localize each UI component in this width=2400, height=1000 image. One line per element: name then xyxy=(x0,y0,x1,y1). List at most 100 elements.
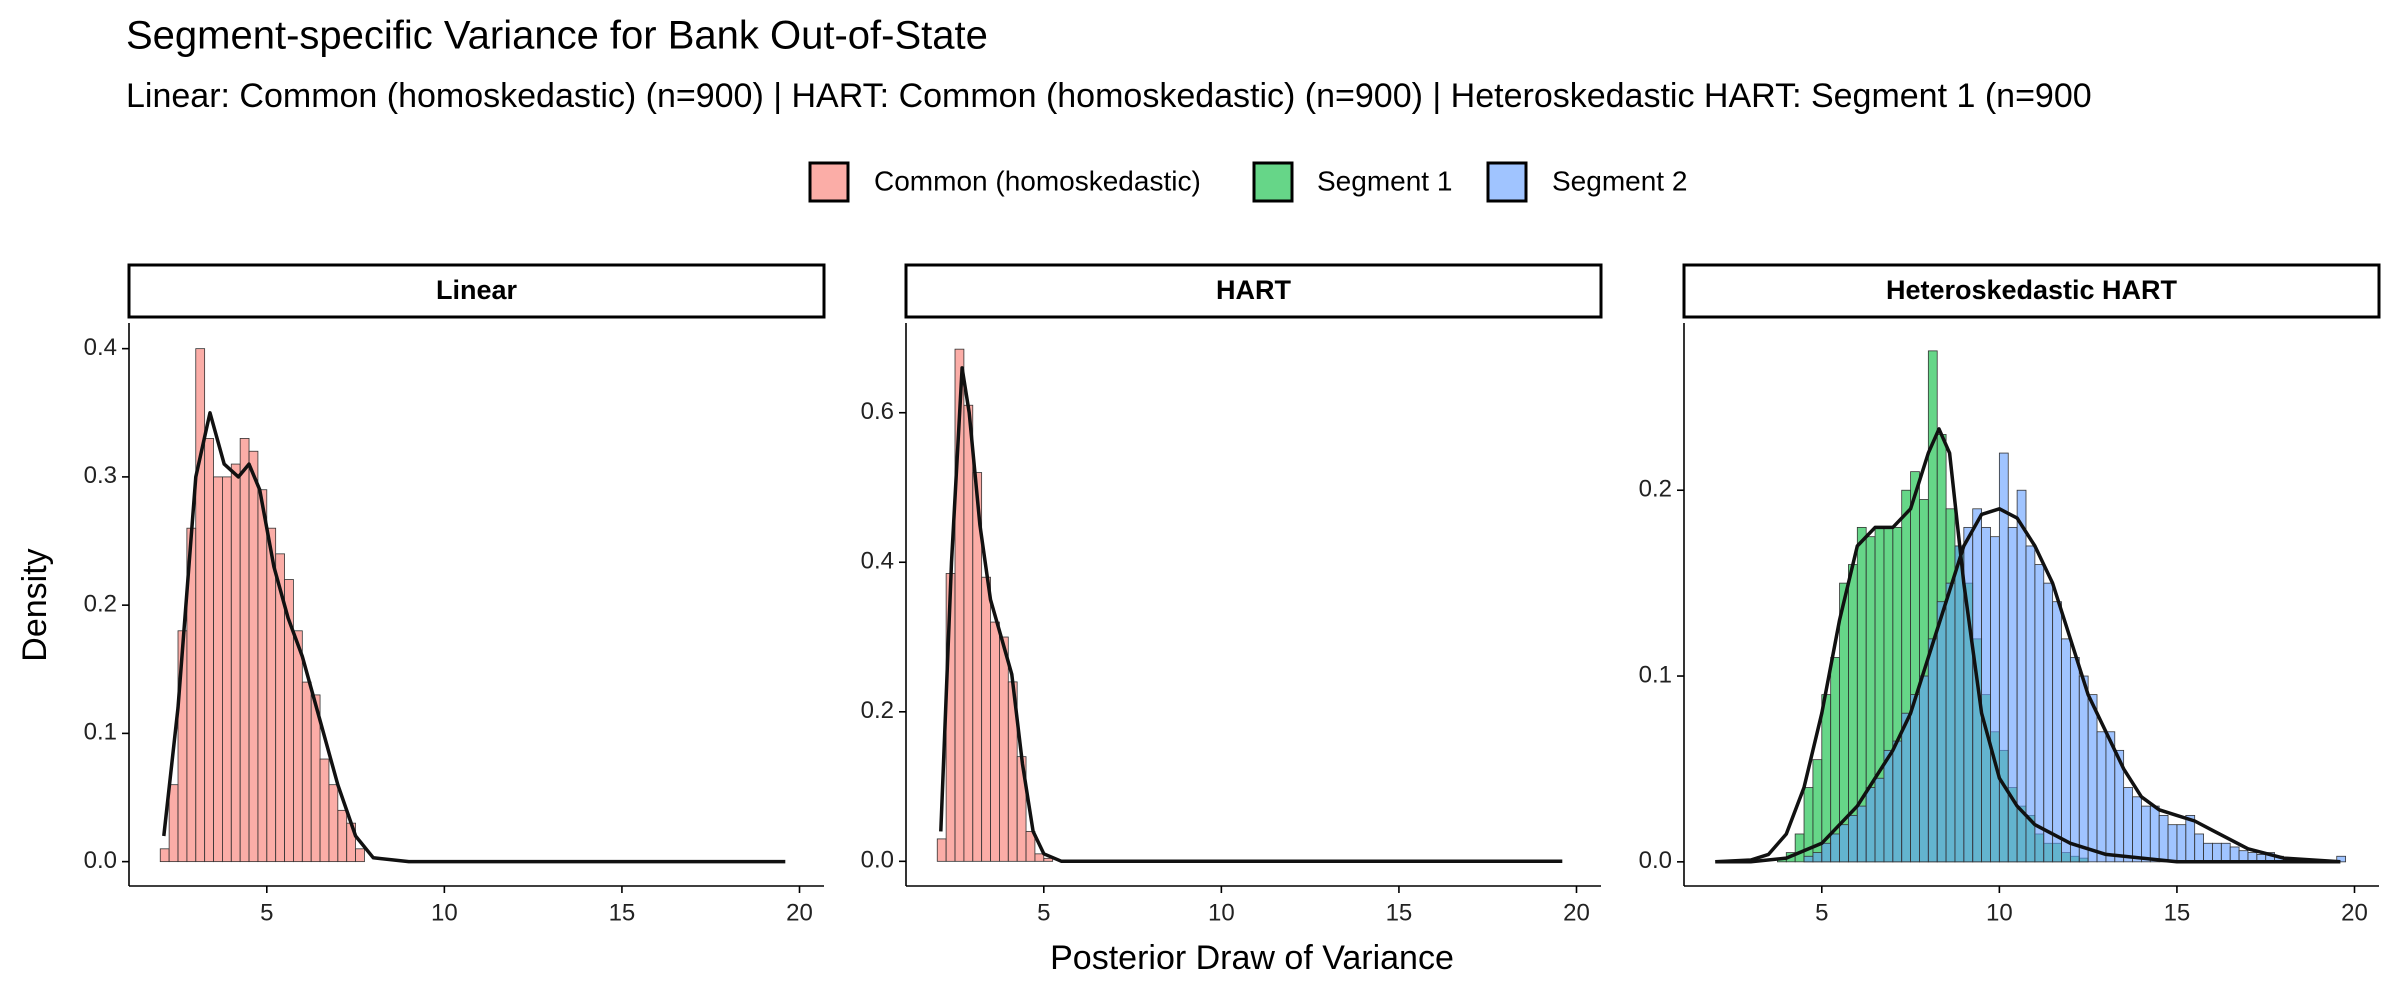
histogram-bar xyxy=(2123,787,2133,863)
histogram-bar xyxy=(2043,582,2054,863)
histogram-bar xyxy=(1990,536,2000,863)
x-tick-label: 20 xyxy=(1563,899,1590,926)
y-tick-label: 0.2 xyxy=(84,590,117,617)
histogram-bar xyxy=(936,838,947,862)
histogram-bar xyxy=(1865,787,1876,863)
x-tick-label: 10 xyxy=(1986,899,2013,926)
histogram-bar xyxy=(2132,796,2142,863)
histogram-bar xyxy=(1954,545,1965,863)
histogram-bar xyxy=(990,621,1000,862)
histogram-bar xyxy=(159,848,170,863)
histogram-bar xyxy=(1848,814,1858,863)
histogram-bar xyxy=(2061,638,2071,863)
histogram-bar xyxy=(2149,805,2160,863)
histogram-bar xyxy=(337,809,348,863)
histogram-bar xyxy=(230,463,241,863)
histogram-bar xyxy=(1856,805,1867,863)
histogram-bar xyxy=(2229,846,2240,863)
histogram-bar xyxy=(1927,638,1938,863)
histogram-bar xyxy=(1821,842,1832,863)
x-tick-label: 15 xyxy=(609,899,636,926)
histogram-bar xyxy=(1945,582,1956,863)
histogram-bar xyxy=(239,438,250,863)
histogram-bar xyxy=(257,489,268,863)
histogram-bar xyxy=(2336,855,2347,863)
histogram-bar xyxy=(1812,852,1823,863)
x-axis-label: Posterior Draw of Variance xyxy=(1050,939,1454,977)
y-tick-label: 0.2 xyxy=(861,697,894,724)
density-line xyxy=(939,366,1563,864)
x-tick-label: 5 xyxy=(260,899,273,926)
histogram-bar xyxy=(1936,601,1947,863)
histogram-bar xyxy=(2052,601,2062,863)
histogram-bar xyxy=(2167,824,2178,863)
histogram-bar xyxy=(248,450,259,863)
histogram-bar xyxy=(2220,842,2231,863)
x-tick-label: 15 xyxy=(2164,899,2191,926)
histogram-bar xyxy=(1919,675,1929,863)
histogram-bar xyxy=(2141,805,2151,863)
y-axis-label: Density xyxy=(16,548,54,661)
y-tick-label: 0.0 xyxy=(1639,847,1672,874)
y-tick-label: 0.4 xyxy=(861,548,894,575)
histogram-bar xyxy=(2158,814,2169,863)
histogram-bar xyxy=(1883,749,1894,863)
x-tick-label: 5 xyxy=(1037,899,1050,926)
y-tick-label: 0.1 xyxy=(84,719,117,746)
histogram-bar xyxy=(301,681,312,863)
density-line xyxy=(162,411,786,864)
histogram-bar xyxy=(213,476,223,863)
legend-key xyxy=(1486,161,1528,203)
facet-title: Linear xyxy=(436,275,518,305)
y-tick-label: 0.3 xyxy=(84,462,117,489)
facet-strip xyxy=(127,263,826,319)
histogram-bar xyxy=(1910,694,1920,863)
histogram-bar xyxy=(999,636,1009,862)
histogram-bar xyxy=(266,527,277,863)
x-tick-label: 20 xyxy=(2341,899,2368,926)
histogram-bar xyxy=(1892,740,1903,863)
histogram-bar xyxy=(2096,731,2107,863)
histogram-bar xyxy=(204,438,214,863)
x-tick-label: 10 xyxy=(1208,899,1235,926)
facet-strip xyxy=(1682,263,2381,319)
histogram-bar xyxy=(1830,833,1840,863)
histogram-bar xyxy=(2078,675,2089,863)
histogram-bar xyxy=(1839,824,1849,863)
histogram-bar xyxy=(2212,842,2222,863)
histogram-bar xyxy=(1803,855,1814,863)
histogram-bar xyxy=(1981,526,1991,863)
density-line xyxy=(1715,507,2341,864)
density-line xyxy=(1715,427,2341,864)
legend-key xyxy=(1252,161,1294,203)
histogram-bar xyxy=(1874,777,1885,863)
legend-label: Segment 2 xyxy=(1552,165,1687,196)
facet-title: HART xyxy=(1216,275,1291,305)
facet-strip xyxy=(904,263,1603,319)
histogram-bar xyxy=(328,784,339,863)
histogram-bar xyxy=(168,784,179,863)
y-tick-label: 0.0 xyxy=(861,847,894,874)
histogram-bar xyxy=(2194,833,2204,863)
histogram-bar xyxy=(981,576,991,862)
y-tick-label: 0.6 xyxy=(861,398,894,425)
histogram-bar xyxy=(963,404,974,862)
histogram-bar xyxy=(2087,694,2098,863)
histogram-bar xyxy=(2034,564,2045,863)
legend-label: Segment 1 xyxy=(1317,165,1452,196)
histogram-bar xyxy=(1794,833,1805,863)
chart-subtitle: Linear: Common (homoskedastic) (n=900) |… xyxy=(126,77,2092,115)
histogram-bar xyxy=(2007,526,2018,863)
y-tick-label: 0.0 xyxy=(84,847,117,874)
legend-key xyxy=(808,161,850,203)
histogram-bar xyxy=(222,476,232,863)
histogram-bar xyxy=(1043,857,1054,862)
facet-title: Heteroskedastic HART xyxy=(1886,275,2178,305)
histogram-bar xyxy=(2069,657,2080,863)
histogram-bar xyxy=(355,848,365,863)
y-tick-label: 0.2 xyxy=(1639,476,1672,503)
y-tick-label: 0.1 xyxy=(1639,661,1672,688)
histogram-bar xyxy=(1901,712,1911,863)
